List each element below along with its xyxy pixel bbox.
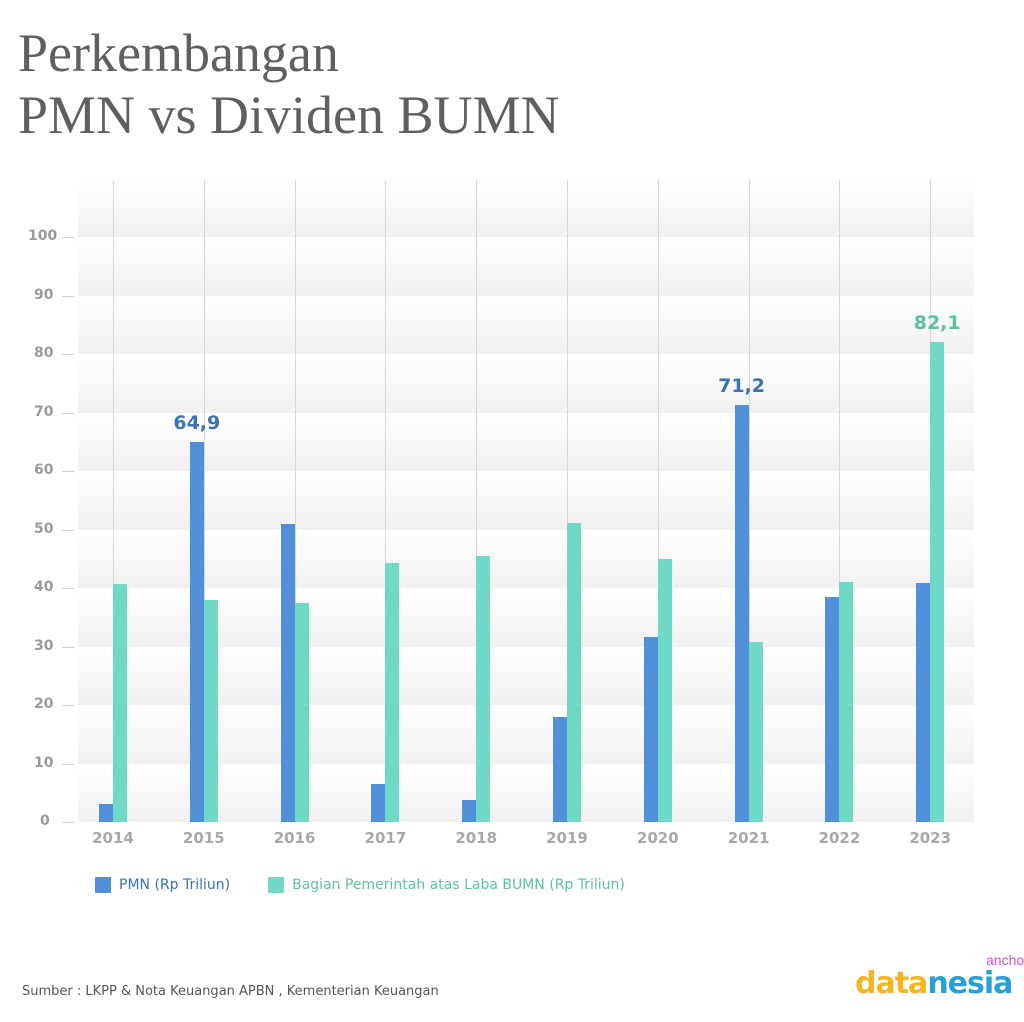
y-tick-mark	[62, 646, 74, 648]
grid-band	[78, 471, 974, 530]
datanesia-logo: datanesia	[855, 966, 1013, 1001]
grid-band	[78, 763, 974, 822]
bar-dividen	[567, 523, 581, 822]
y-tick-label: 0	[40, 813, 50, 829]
y-tick-label: 70	[34, 403, 54, 420]
chart-title-line1: Perkembangan	[18, 23, 339, 83]
grid-band	[78, 295, 974, 354]
grid-vline	[113, 180, 114, 822]
grid-band	[78, 705, 974, 764]
bar-pmn	[553, 716, 567, 822]
legend-item-pmn: PMN (Rp Triliun)	[95, 877, 230, 893]
logo-part-nesia: nesia	[927, 966, 1013, 1001]
bar-pmn	[916, 583, 931, 822]
y-tick-label: 50	[34, 520, 54, 537]
legend-label-pmn: PMN (Rp Triliun)	[119, 877, 231, 893]
y-tick-mark	[62, 471, 74, 472]
x-tick-label: 2017	[364, 829, 407, 847]
bar-dividen	[203, 599, 218, 822]
grid-band	[78, 529, 974, 588]
bar-pmn	[462, 800, 477, 822]
data-label: 64,9	[173, 412, 221, 435]
x-tick-label: 2023	[909, 829, 952, 847]
bar-pmn	[643, 637, 658, 822]
bar-dividen	[839, 582, 854, 822]
y-tick-label: 100	[28, 228, 58, 244]
chart-title-line2: PMN vs Dividen BUMN	[18, 85, 560, 145]
logo-part-data: data	[855, 966, 928, 1001]
grid-band	[78, 354, 974, 413]
bar-pmn	[280, 523, 295, 822]
legend: PMN (Rp Triliun) Bagian Pemerintah atas …	[95, 877, 663, 893]
x-tick-label: 2015	[182, 829, 225, 847]
grid-band	[78, 646, 974, 705]
y-tick-label: 10	[34, 754, 54, 771]
bar-pmn	[189, 442, 204, 822]
y-tick-mark	[62, 822, 74, 823]
y-tick-mark	[62, 354, 74, 355]
x-tick-label: 2019	[546, 829, 588, 847]
y-tick-label: 20	[34, 696, 54, 712]
grid-band	[78, 588, 974, 647]
grid-vline	[385, 180, 387, 822]
data-label: 82,1	[913, 311, 961, 334]
bar-dividen	[657, 558, 672, 822]
grid-band	[78, 412, 974, 471]
anchor-watermark: ancho	[986, 952, 1024, 968]
grid-vline	[203, 180, 205, 822]
y-tick-mark	[62, 705, 74, 706]
data-label: 71,2	[718, 375, 766, 398]
legend-label-dividen: Bagian Pemerintah atas Laba BUMN (Rp Tri…	[292, 877, 625, 893]
y-tick-label: 60	[34, 462, 54, 478]
grid-vline	[294, 180, 296, 822]
x-tick-label: 2020	[636, 829, 679, 847]
grid-band	[78, 180, 974, 237]
bar-dividen	[476, 555, 491, 822]
legend-swatch-pmn	[95, 877, 111, 893]
bar-dividen	[113, 583, 127, 822]
source-note: Sumber : LKPP & Nota Keuangan APBN , Kem…	[22, 984, 439, 999]
bar-dividen	[748, 641, 763, 822]
chart-title: Perkembangan PMN vs Dividen BUMN	[18, 22, 560, 146]
y-tick-mark	[62, 237, 74, 238]
grid-vline	[657, 180, 659, 822]
grid-vline	[748, 180, 750, 822]
bar-pmn	[99, 803, 113, 822]
y-tick-label: 40	[34, 579, 54, 595]
x-tick-label: 2016	[273, 829, 316, 847]
y-tick-mark	[62, 295, 74, 297]
grid-vline	[567, 180, 568, 822]
legend-item-dividen: Bagian Pemerintah atas Laba BUMN (Rp Tri…	[268, 877, 625, 893]
x-tick-label: 2018	[455, 829, 498, 847]
bar-pmn	[825, 596, 840, 822]
y-tick-label: 80	[34, 345, 54, 361]
bar-pmn	[371, 783, 386, 822]
y-tick-mark	[62, 412, 74, 414]
grid-vline	[476, 180, 478, 822]
bar-dividen	[294, 602, 309, 822]
legend-swatch-dividen	[268, 877, 285, 893]
y-tick-label: 30	[34, 637, 54, 654]
x-tick-label: 2022	[818, 829, 861, 847]
bar-dividen	[385, 562, 400, 822]
bar-dividen	[930, 341, 945, 822]
bar-pmn	[734, 405, 749, 822]
x-tick-label: 2014	[92, 829, 134, 847]
plot-area	[78, 180, 974, 822]
x-tick-label: 2021	[727, 829, 770, 847]
y-tick-mark	[62, 588, 74, 589]
y-tick-label: 90	[34, 286, 54, 303]
y-tick-mark	[62, 763, 74, 765]
grid-vline	[839, 180, 841, 822]
y-tick-mark	[62, 529, 74, 531]
grid-band	[78, 237, 974, 296]
